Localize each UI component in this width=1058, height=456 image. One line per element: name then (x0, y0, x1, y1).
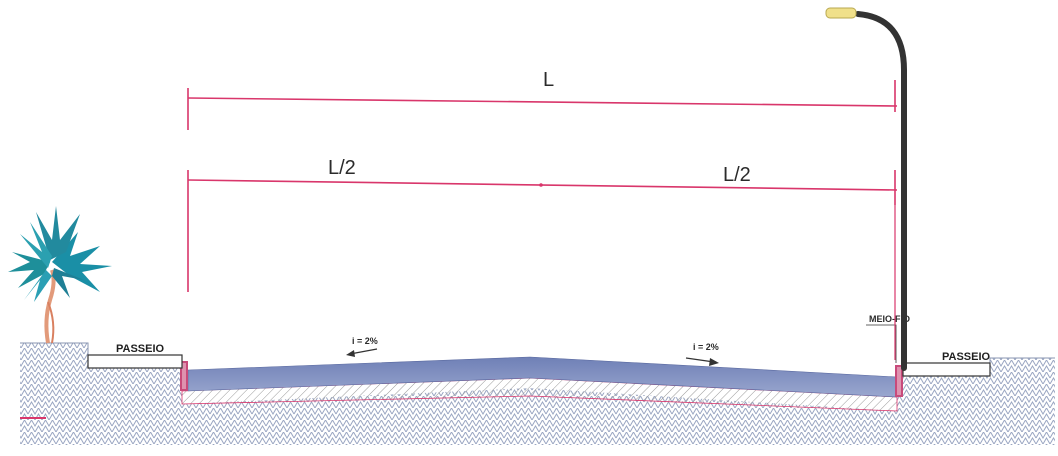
curb-right (895, 365, 903, 397)
dimension-halves: L/2 L/2 (187, 157, 898, 360)
slope-right-arrow-icon (709, 358, 719, 366)
slope-left-arrow-icon (346, 350, 355, 357)
slope-right: i = 2% (685, 342, 719, 366)
dimension-half-right-label: L/2 (723, 164, 751, 186)
curb-annotation: MEIO-FIO (866, 314, 910, 363)
slope-right-label: i = 2% (693, 342, 719, 352)
sidewalk-right: PASSEIO (902, 351, 991, 377)
dimension-half-left-label: L/2 (328, 157, 356, 179)
slope-left-label: i = 2% (352, 336, 378, 346)
palm-tree-icon (8, 206, 112, 344)
sidewalk-right-label: PASSEIO (942, 351, 991, 363)
dimension-total-label: L (543, 69, 554, 91)
slope-left: i = 2% (346, 336, 378, 357)
curb-label: MEIO-FIO (869, 314, 910, 324)
sidewalk-left-label: PASSEIO (116, 343, 165, 355)
street-light-icon (825, 7, 907, 371)
dimension-total: L (187, 69, 898, 130)
sidewalk-left: PASSEIO (87, 343, 183, 369)
lamp-icon (825, 7, 857, 19)
curb-left (180, 361, 188, 391)
